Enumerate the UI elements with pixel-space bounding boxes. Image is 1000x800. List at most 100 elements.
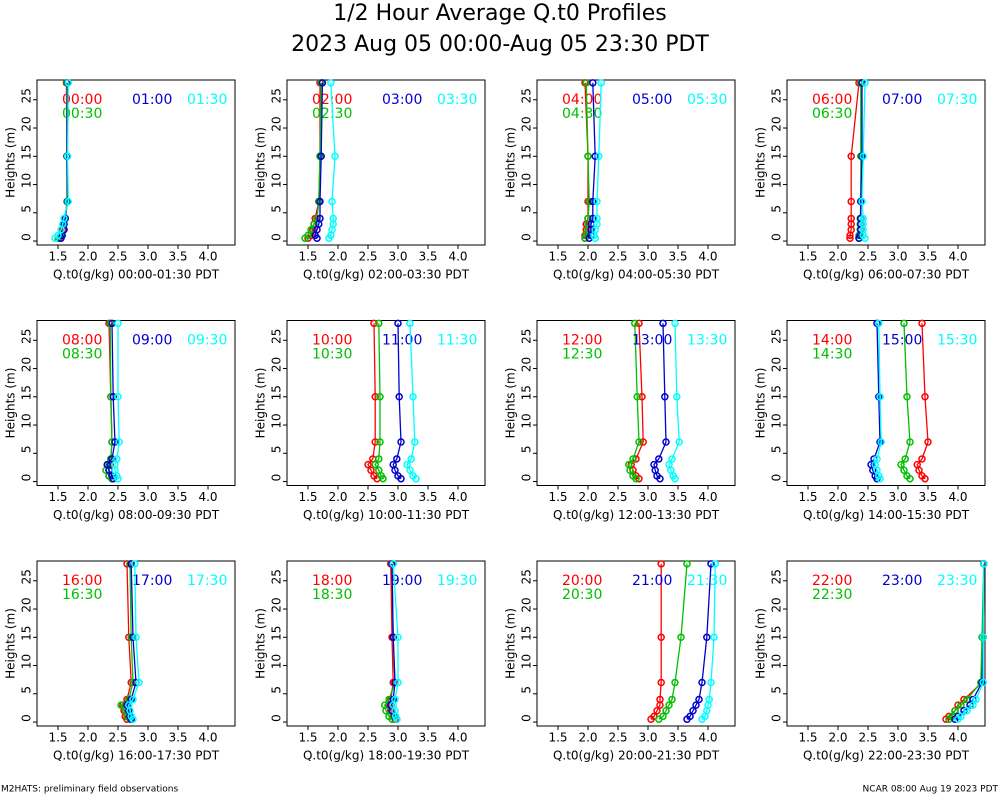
y-tick-label: 5 xyxy=(520,205,534,213)
legend-label: 17:00 xyxy=(132,573,172,589)
data-point xyxy=(979,633,987,642)
data-point xyxy=(671,678,679,687)
data-point xyxy=(635,319,643,328)
data-point xyxy=(861,79,869,87)
data-point xyxy=(707,678,715,687)
y-tick-label: 0 xyxy=(270,714,284,722)
data-point xyxy=(650,460,658,469)
data-point xyxy=(375,466,383,474)
data-point xyxy=(111,438,119,446)
data-point xyxy=(673,393,681,401)
plot-frame xyxy=(786,79,986,246)
data-point xyxy=(969,701,977,709)
legend-label: 06:30 xyxy=(812,106,852,122)
x-tick-label: 3.5 xyxy=(418,490,437,504)
legend-label: 07:30 xyxy=(937,92,977,108)
x-tick-label: 4.0 xyxy=(698,731,717,745)
data-point xyxy=(659,319,667,328)
data-point xyxy=(316,197,324,206)
data-point xyxy=(367,466,375,474)
data-point xyxy=(900,319,908,328)
y-tick-label: 25 xyxy=(20,569,34,584)
data-point xyxy=(657,560,665,568)
legend-label: 11:00 xyxy=(382,333,422,349)
data-point xyxy=(924,438,932,446)
legend-label: 04:00 xyxy=(562,92,602,108)
data-point xyxy=(589,79,597,87)
data-point xyxy=(370,472,378,480)
data-point xyxy=(695,695,703,704)
legend-label: 16:00 xyxy=(62,573,102,589)
x-tick-label: 2.0 xyxy=(578,250,597,264)
data-point xyxy=(707,560,715,568)
x-tick-label: 2.5 xyxy=(108,490,127,504)
data-point xyxy=(847,197,855,206)
y-tick-label: 0 xyxy=(20,474,34,482)
x-tick-label: 3.5 xyxy=(668,731,687,745)
data-point xyxy=(60,214,68,223)
data-point xyxy=(371,438,379,446)
data-point xyxy=(847,152,855,161)
y-axis-label: Heights (m) xyxy=(504,608,518,679)
x-tick-label: 3.5 xyxy=(918,731,937,745)
legend-label: 00:30 xyxy=(62,106,102,122)
data-point xyxy=(403,460,411,469)
y-tick-label: 5 xyxy=(770,445,784,453)
x-tick-label: 4.0 xyxy=(198,731,217,745)
y-tick-label: 5 xyxy=(270,205,284,213)
data-point xyxy=(64,197,72,206)
data-point xyxy=(329,214,337,223)
data-point xyxy=(629,455,637,463)
x-axis-label: Q.t0(g/kg) 10:00-11:30 PDT xyxy=(303,508,470,522)
data-point xyxy=(906,438,914,446)
x-tick-label: 2.5 xyxy=(358,731,377,745)
y-tick-label: 25 xyxy=(270,329,284,344)
y-tick-label: 15 xyxy=(20,145,34,160)
data-point xyxy=(903,472,911,480)
data-point xyxy=(918,472,926,480)
data-point xyxy=(963,706,971,715)
data-point xyxy=(327,79,335,87)
legend-label: 15:00 xyxy=(882,333,922,349)
data-point xyxy=(972,695,980,704)
data-point xyxy=(364,460,372,469)
legend-label: 20:00 xyxy=(562,573,602,589)
data-point xyxy=(395,393,403,401)
x-tick-label: 4.0 xyxy=(448,731,467,745)
data-point xyxy=(653,706,661,715)
y-tick-label: 5 xyxy=(20,686,34,694)
data-point xyxy=(858,197,866,206)
y-tick-label: 20 xyxy=(20,116,34,131)
x-tick-label: 1.5 xyxy=(48,490,67,504)
y-tick-label: 20 xyxy=(20,357,34,372)
y-tick-label: 0 xyxy=(520,233,534,241)
data-point xyxy=(705,695,713,704)
y-tick-label: 15 xyxy=(770,626,784,641)
y-tick-label: 10 xyxy=(20,413,34,428)
x-tick-label: 3.0 xyxy=(138,490,157,504)
x-tick-label: 3.0 xyxy=(138,250,157,264)
data-point xyxy=(103,460,111,469)
legend-label: 21:30 xyxy=(687,573,727,589)
y-tick-label: 5 xyxy=(270,686,284,694)
y-tick-label: 5 xyxy=(20,205,34,213)
y-tick-label: 20 xyxy=(20,597,34,612)
x-tick-label: 3.5 xyxy=(668,250,687,264)
legend-label: 08:00 xyxy=(62,333,102,349)
y-axis-label: Heights (m) xyxy=(4,127,18,198)
x-tick-label: 4.0 xyxy=(948,731,967,745)
y-tick-label: 25 xyxy=(520,569,534,584)
y-axis-label: Heights (m) xyxy=(254,127,268,198)
x-tick-label: 4.0 xyxy=(448,250,467,264)
data-point xyxy=(371,460,379,469)
x-tick-label: 2.5 xyxy=(608,250,627,264)
x-tick-label: 4.0 xyxy=(948,250,967,264)
data-point xyxy=(304,231,312,240)
y-tick-label: 25 xyxy=(520,88,534,103)
y-tick-label: 5 xyxy=(770,205,784,213)
legend-label: 19:30 xyxy=(437,573,477,589)
legend-label: 06:00 xyxy=(812,92,852,108)
x-tick-label: 3.0 xyxy=(888,731,907,745)
x-tick-label: 3.5 xyxy=(418,250,437,264)
